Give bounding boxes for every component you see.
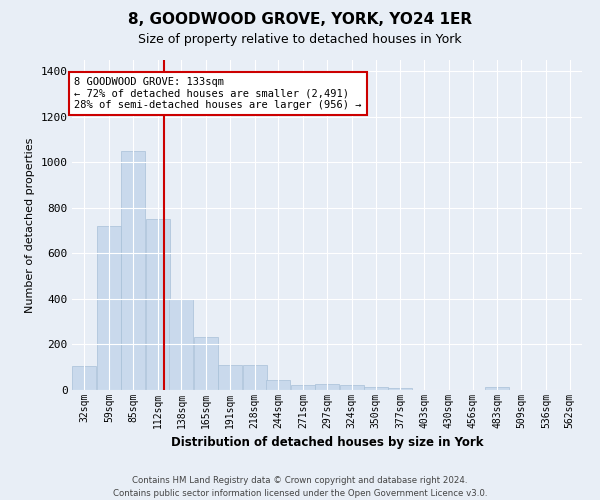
Text: 8 GOODWOOD GROVE: 133sqm
← 72% of detached houses are smaller (2,491)
28% of sem: 8 GOODWOOD GROVE: 133sqm ← 72% of detach… <box>74 77 361 110</box>
Bar <box>121 151 145 390</box>
Y-axis label: Number of detached properties: Number of detached properties <box>25 138 35 312</box>
Bar <box>242 365 266 390</box>
Bar <box>364 386 388 390</box>
Bar <box>169 299 193 390</box>
X-axis label: Distribution of detached houses by size in York: Distribution of detached houses by size … <box>171 436 483 450</box>
Bar <box>97 226 121 390</box>
Bar <box>340 386 364 390</box>
Bar <box>388 388 412 390</box>
Bar <box>485 386 509 390</box>
Text: Contains HM Land Registry data © Crown copyright and database right 2024.
Contai: Contains HM Land Registry data © Crown c… <box>113 476 487 498</box>
Bar <box>146 220 170 390</box>
Text: Size of property relative to detached houses in York: Size of property relative to detached ho… <box>138 32 462 46</box>
Bar <box>291 386 315 390</box>
Bar <box>194 336 218 390</box>
Text: 8, GOODWOOD GROVE, YORK, YO24 1ER: 8, GOODWOOD GROVE, YORK, YO24 1ER <box>128 12 472 28</box>
Bar <box>73 366 97 390</box>
Bar <box>266 380 290 390</box>
Bar <box>315 384 339 390</box>
Bar <box>218 365 242 390</box>
